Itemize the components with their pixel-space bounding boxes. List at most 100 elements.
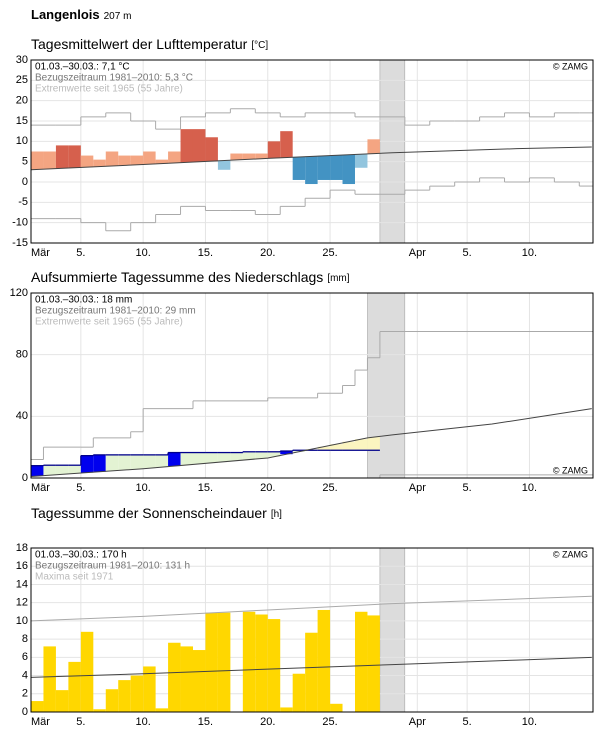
- bar: [354, 439, 368, 451]
- bar: [230, 452, 243, 461]
- legend-entry: Maxima seit 1971: [35, 572, 114, 583]
- y-tick-label: 120: [10, 287, 28, 299]
- y-tick-label: 40: [16, 410, 28, 422]
- bar: [292, 450, 306, 452]
- plot-border: [30, 292, 594, 479]
- x-tick-label: 10.: [136, 482, 151, 494]
- bar: [93, 454, 106, 472]
- bar: [280, 451, 293, 455]
- chart-title-text: Tagessumme der Sonnenscheindauer: [31, 505, 267, 521]
- bar: [305, 632, 318, 712]
- plot-background: [31, 60, 593, 243]
- bar: [255, 614, 268, 712]
- bar: [292, 156, 306, 180]
- y-tick-label: 10: [16, 615, 28, 627]
- chart-title: Aufsummierte Tagessumme des Niederschlag…: [31, 269, 350, 285]
- bar: [317, 609, 331, 712]
- bar: [267, 141, 281, 159]
- bar: [118, 155, 131, 166]
- bar: [280, 131, 293, 158]
- bar: [31, 465, 44, 477]
- bar: [367, 615, 380, 712]
- bar: [217, 612, 231, 712]
- bar: [118, 680, 131, 712]
- y-tick-label: 5: [22, 156, 28, 168]
- y-tick-label: 0: [22, 472, 28, 484]
- y-tick-label: -15: [12, 237, 28, 249]
- bar: [205, 452, 218, 463]
- bar: [31, 151, 44, 170]
- bar: [192, 650, 206, 712]
- x-tick-label: 5.: [463, 716, 472, 728]
- bar: [317, 155, 331, 180]
- chart-title: Tagessumme der Sonnenscheindauer [h]: [31, 505, 282, 521]
- line: [30, 408, 592, 477]
- bar: [267, 619, 281, 712]
- bar: [192, 129, 206, 162]
- bar: [280, 707, 293, 712]
- chart-title-text: Aufsummierte Tagessumme des Niederschlag…: [31, 269, 323, 285]
- line: [30, 595, 592, 622]
- bar: [317, 446, 331, 451]
- x-tick-label: Mär: [31, 482, 50, 494]
- plot-border: [30, 59, 594, 244]
- bar: [180, 129, 193, 163]
- bar: [105, 454, 119, 471]
- y-tick-label: 15: [16, 115, 28, 127]
- chart-unit: [°C]: [251, 40, 268, 51]
- legend-entry: Extremwerte seit 1965 (55 Jahre): [35, 317, 183, 328]
- y-tick-label: 18: [16, 542, 28, 554]
- bar: [305, 156, 318, 185]
- y-tick-label: 30: [16, 54, 28, 66]
- station-altitude: 207 m: [104, 11, 132, 22]
- bar: [242, 451, 256, 460]
- chart-title-text: Tagesmittelwert der Lufttemperatur: [31, 36, 248, 52]
- bar: [205, 137, 218, 162]
- bar: [255, 153, 268, 159]
- bar: [43, 646, 56, 712]
- legend-entry: Bezugszeitraum 1981–2010: 131 h: [35, 561, 190, 572]
- x-tick-label: 10.: [522, 716, 537, 728]
- bar: [93, 159, 106, 167]
- x-tick-label: 5.: [463, 482, 472, 494]
- x-tick-label: 15.: [198, 716, 213, 728]
- x-tick-label: 10.: [522, 482, 537, 494]
- x-tick-label: 25.: [322, 247, 337, 259]
- x-tick-label: 5.: [76, 716, 85, 728]
- x-tick-label: 5.: [76, 482, 85, 494]
- bar: [217, 160, 231, 170]
- y-tick-label: 20: [16, 95, 28, 107]
- bar: [130, 454, 144, 470]
- shaded-band: [379, 547, 406, 713]
- bar: [192, 452, 206, 464]
- bar: [180, 646, 193, 712]
- x-tick-label: Apr: [409, 716, 426, 728]
- bar: [168, 642, 181, 712]
- bar: [180, 452, 193, 465]
- bar: [330, 444, 343, 451]
- y-tick-label: 16: [16, 560, 28, 572]
- bar: [55, 145, 69, 169]
- y-tick-label: 4: [22, 669, 28, 681]
- y-tick-label: 80: [16, 349, 28, 361]
- line: [30, 146, 592, 171]
- y-tick-label: 2: [22, 688, 28, 700]
- bar: [230, 153, 243, 160]
- bar: [354, 611, 368, 712]
- chart-title: Tagesmittelwert der Lufttemperatur [°C]: [31, 36, 268, 52]
- y-tick-label: 6: [22, 651, 28, 663]
- bar: [143, 454, 156, 469]
- bar: [31, 701, 44, 712]
- bar: [118, 454, 131, 471]
- bar: [68, 145, 81, 168]
- bar: [168, 151, 181, 163]
- bar: [143, 151, 156, 165]
- line: [30, 656, 592, 678]
- bar: [130, 155, 144, 165]
- legend-entry: Bezugszeitraum 1981–2010: 29 mm: [35, 306, 196, 317]
- x-tick-label: 15.: [198, 247, 213, 259]
- bar: [68, 661, 81, 712]
- x-tick-label: 5.: [463, 247, 472, 259]
- y-tick-label: 8: [22, 633, 28, 645]
- bar: [80, 155, 94, 168]
